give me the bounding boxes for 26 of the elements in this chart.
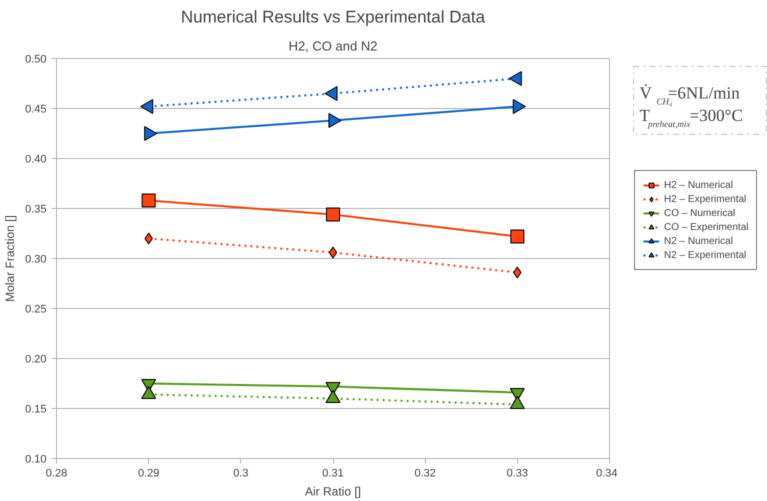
x-tick-label: 0.33 <box>506 468 528 480</box>
y-axis-title: Molar Fraction [] <box>3 215 18 302</box>
y-tick-label: 0.30 <box>25 254 47 266</box>
x-tick-label: 0.32 <box>414 468 436 480</box>
legend-label: H2 – Experimental <box>664 193 746 205</box>
x-tick-label: 0.3 <box>233 468 248 480</box>
y-tick-label: 0.45 <box>25 104 47 116</box>
legend-label: N2 – Experimental <box>664 249 746 261</box>
y-tick-label: 0.35 <box>25 204 47 216</box>
y-tick-label: 0.15 <box>25 404 47 416</box>
y-tick-label: 0.10 <box>25 454 47 466</box>
x-tick-label: 0.34 <box>596 468 618 480</box>
legend-label: CO – Numerical <box>664 207 736 219</box>
legend-label: CO – Experimental <box>664 221 748 233</box>
legend-label: N2 – Numerical <box>664 235 733 247</box>
x-tick-label: 0.28 <box>46 468 68 480</box>
chart-subtitle: H2, CO and N2 <box>288 38 378 54</box>
y-tick-label: 0.50 <box>25 54 47 66</box>
legend-label: H2 – Numerical <box>664 179 733 191</box>
x-axis-title: Air Ratio [] <box>304 484 362 498</box>
y-tick-label: 0.25 <box>25 304 47 316</box>
x-tick-label: 0.31 <box>322 468 344 480</box>
x-tick-label: 0.29 <box>138 468 160 480</box>
y-tick-label: 0.40 <box>25 154 47 166</box>
chart-title: Numerical Results vs Experimental Data <box>180 8 486 26</box>
y-tick-label: 0.20 <box>25 354 47 366</box>
